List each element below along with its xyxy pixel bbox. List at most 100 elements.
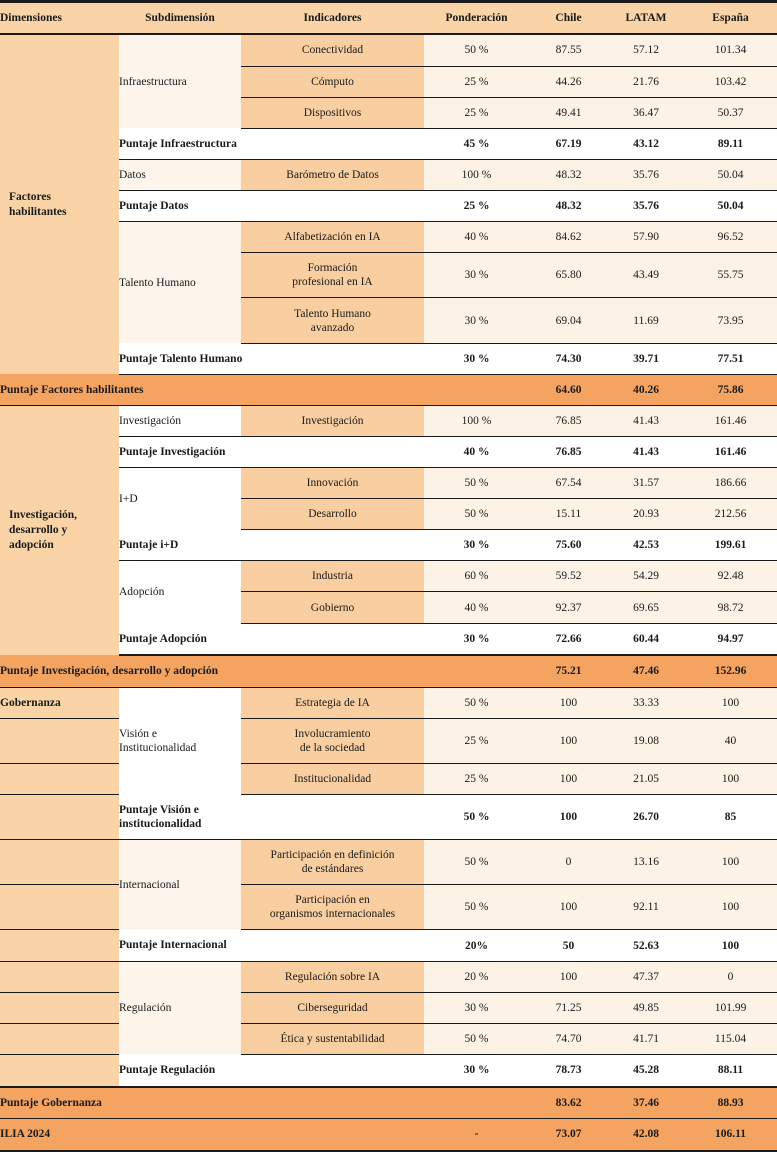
cell-chile: 100 (529, 763, 608, 796)
cell-latam: 92.11 (608, 884, 684, 931)
dimension-cell-gobernanza: Gobernanza (0, 687, 119, 719)
table-row: Gobernanza Visión e Institucionalidad Es… (0, 687, 777, 795)
cell-espana: 77.51 (684, 343, 777, 375)
cell-espana: 73.95 (684, 297, 777, 344)
cell-chile: 76.85 (529, 405, 608, 437)
subdimension-cell-regulacion: Regulación (119, 961, 241, 1055)
table-row: Cómputo 25 % 44.26 21.76 103.42 (0, 66, 777, 98)
cell-latam: 39.71 (608, 343, 684, 375)
cell-ponderacion: 30 % (424, 1054, 529, 1088)
table-row-dimension-total: Puntaje Investigación, desarrollo y adop… (0, 655, 777, 688)
indicator-line2: de la sociedad (299, 741, 366, 754)
cell-espana: 50.04 (684, 190, 777, 223)
indicator-cell-talento-humano-avanzado: Talento Humano avanzado (241, 297, 424, 344)
column-header-ponderacion: Ponderación (424, 3, 529, 36)
cell-chile: 59.52 (529, 560, 608, 593)
cell-latam: 42.08 (608, 1118, 684, 1152)
indicator-cell-dispositivos: Dispositivos (241, 97, 424, 129)
indicator-cell-etica-y-sustentabilidad: Ética y sustentabilidad (241, 1023, 424, 1055)
cell-espana: 115.04 (684, 1023, 777, 1055)
cell-latam: 33.33 (608, 687, 684, 719)
table-row: Internacional Participación en definició… (0, 839, 777, 930)
subtotal-label-puntaje-investigacion: Puntaje Investigación (119, 436, 424, 469)
cell-espana: 88.11 (684, 1054, 777, 1088)
dimension-cell-gobernanza-continuation (0, 839, 119, 886)
subdimension-cell-infraestructura: Infraestructura (119, 34, 241, 129)
cell-espana: 50.37 (684, 97, 777, 129)
subdimension-cell-datos: Datos (119, 159, 241, 192)
grand-total-label-ilia-2024: ILIA 2024 (0, 1118, 424, 1152)
cell-espana: 103.42 (684, 66, 777, 98)
cell-ponderacion: 25 % (424, 97, 529, 129)
cell-ponderacion: 50 % (424, 498, 529, 531)
cell-espana: 96.52 (684, 221, 777, 254)
cell-espana: 50.04 (684, 159, 777, 192)
cell-espana: 186.66 (684, 467, 777, 500)
cell-espana: 161.46 (684, 436, 777, 469)
dimension-cell-gobernanza-continuation (0, 961, 119, 993)
cell-ponderacion: 25 % (424, 763, 529, 796)
cell-chile: 87.55 (529, 34, 608, 67)
dimension-label-line3: adopción (9, 538, 54, 551)
indicator-line1: Participación en definición (270, 849, 395, 862)
cell-latam: 20.93 (608, 498, 684, 531)
table-row: Institucionalidad 25 % 100 21.05 100 (0, 763, 777, 796)
cell-latam: 52.63 (608, 929, 684, 962)
cell-latam: 43.49 (608, 252, 684, 299)
cell-ponderacion: - (424, 1118, 529, 1152)
cell-latam: 42.53 (608, 529, 684, 562)
cell-espana: 100 (684, 839, 777, 886)
cell-latam: 49.85 (608, 992, 684, 1024)
column-header-latam: LATAM (608, 3, 684, 36)
cell-espana: 85 (684, 794, 777, 841)
cell-chile: 100 (529, 687, 608, 719)
subdimension-cell-i-mas-d: I+D (119, 467, 241, 530)
cell-chile: 76.85 (529, 436, 608, 469)
cell-chile: 15.11 (529, 498, 608, 531)
cell-chile: 100 (529, 718, 608, 765)
dimension-cell-gobernanza-continuation (0, 794, 119, 841)
cell-chile: 49.41 (529, 97, 608, 129)
indicator-cell-institucionalidad: Institucionalidad (241, 763, 424, 796)
cell-chile: 100 (529, 794, 608, 841)
indicator-cell-alfabetizacion-en-ia: Alfabetización en IA (241, 221, 424, 254)
cell-ponderacion: 40 % (424, 221, 529, 254)
cell-latam: 47.37 (608, 961, 684, 993)
cell-chile: 48.32 (529, 159, 608, 192)
cell-espana: 106.11 (684, 1118, 777, 1152)
cell-chile: 100 (529, 961, 608, 993)
subtotal-label-puntaje-talento-humano: Puntaje Talento Humano (119, 343, 424, 375)
table-row: Adopción Industria 60 % 59.52 54.29 92.4… (0, 560, 777, 624)
cell-chile: 75.21 (529, 655, 608, 688)
table-row-dimension-total: Puntaje Gobernanza 83.62 37.46 88.93 (0, 1086, 777, 1120)
cell-ponderacion: 20% (424, 929, 529, 962)
dimension-label-line1: Factores (9, 190, 51, 203)
indicator-cell-investigacion: Investigación (241, 405, 424, 437)
ilia-2024-index-table: Dimensiones Subdimensión Indicadores Pon… (0, 3, 777, 1152)
indicator-cell-involucramiento-de-la-sociedad: Involucramiento de la sociedad (241, 718, 424, 765)
cell-espana: 92.48 (684, 560, 777, 593)
indicator-line2: de estándares (301, 863, 364, 876)
subtotal-label-puntaje-datos: Puntaje Datos (119, 190, 424, 223)
cell-ponderacion: 50 % (424, 839, 529, 886)
cell-chile: 74.30 (529, 343, 608, 375)
cell-ponderacion: 50 % (424, 467, 529, 500)
cell-latam: 45.28 (608, 1054, 684, 1088)
indicator-cell-participacion-definicion-estandares: Participación en definición de estándare… (241, 839, 424, 886)
cell-chile: 67.19 (529, 128, 608, 161)
subdimension-line1: Visión e (119, 728, 157, 741)
cell-ponderacion: 30 % (424, 529, 529, 562)
table-row: Participación en organismos internaciona… (0, 884, 777, 931)
dimension-cell-factores-habilitantes: Factores habilitantes (0, 34, 119, 375)
table-row-subtotal: Puntaje Infraestructura 45 % 67.19 43.12… (0, 128, 777, 161)
table-row: Desarrollo 50 % 15.11 20.93 212.56 (0, 498, 777, 531)
cell-latam: 19.08 (608, 718, 684, 765)
cell-ponderacion: 40 % (424, 436, 529, 469)
cell-ponderacion: 100 % (424, 159, 529, 192)
indicator-cell-desarrollo: Desarrollo (241, 498, 424, 531)
indicator-cell-participacion-organismos-internacionales: Participación en organismos internaciona… (241, 884, 424, 931)
cell-ponderacion: 30 % (424, 343, 529, 375)
cell-ponderacion: 30 % (424, 297, 529, 344)
top-rule (0, 0, 777, 3)
cell-chile: 64.60 (529, 374, 608, 406)
